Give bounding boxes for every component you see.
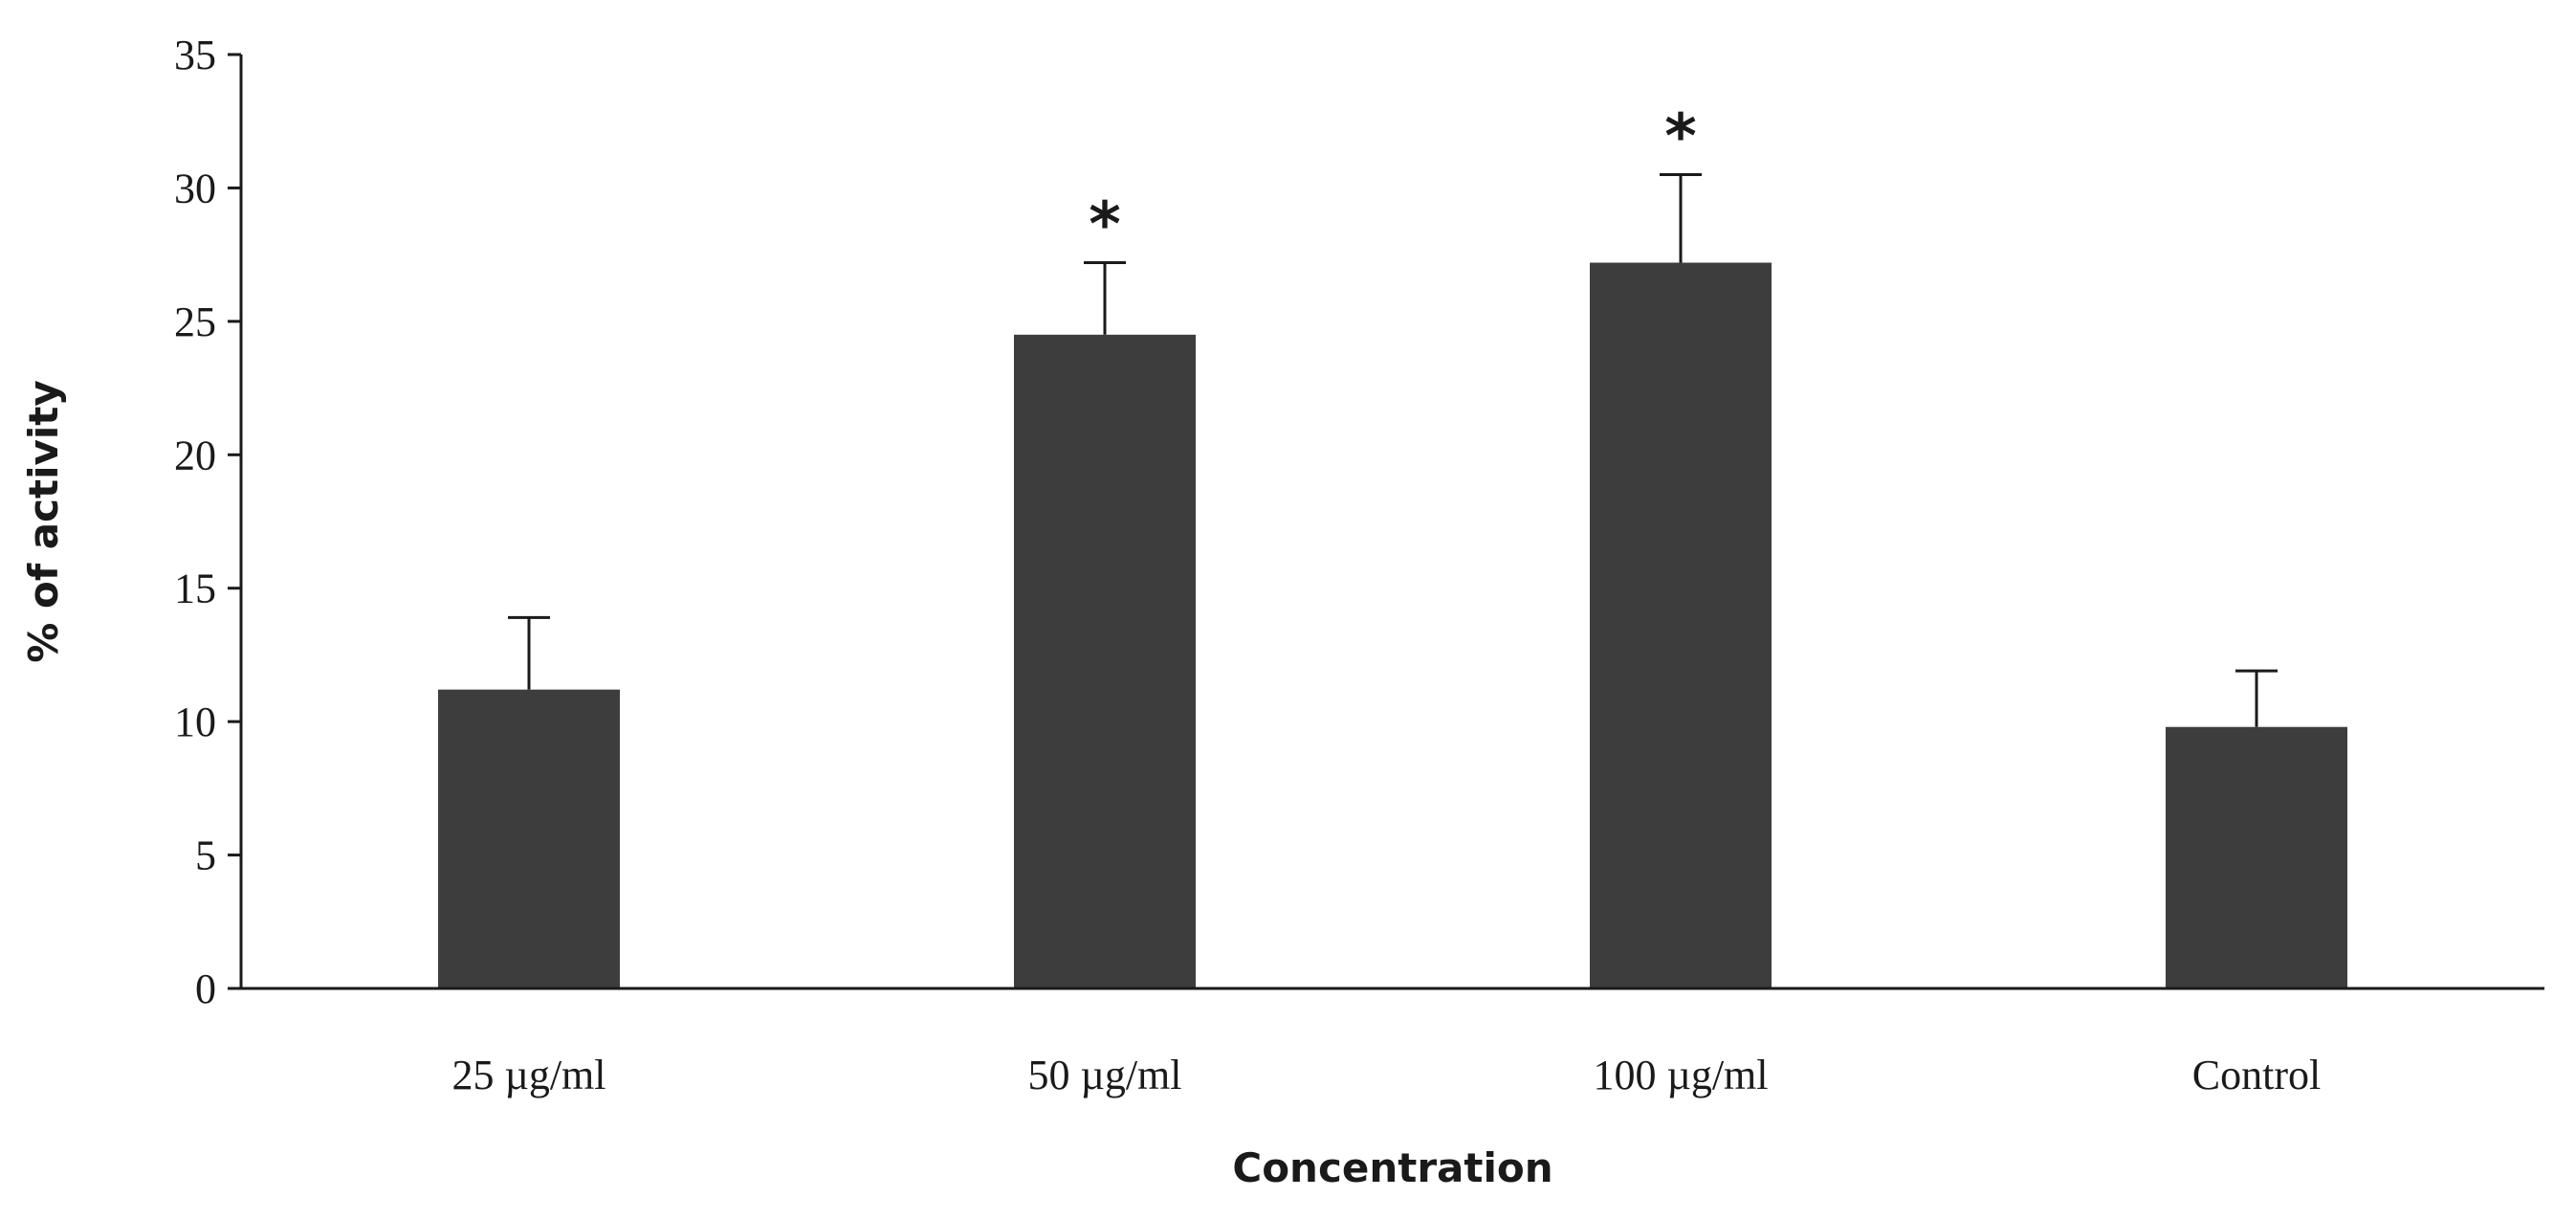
bars-group <box>438 262 2347 989</box>
bar <box>438 689 620 988</box>
x-tick-label: 50 µg/ml <box>1027 1052 1181 1098</box>
x-tick-label: 100 µg/ml <box>1593 1052 1768 1098</box>
y-tick-label: 15 <box>174 566 216 612</box>
significance-marker: * <box>1664 101 1696 172</box>
x-axis-tick-labels: 25 µg/ml 50 µg/ml 100 µg/ml Control <box>451 1052 2321 1098</box>
y-tick-label: 35 <box>174 32 216 78</box>
x-tick-label: Control <box>2192 1052 2321 1098</box>
y-tick-label: 20 <box>174 432 216 478</box>
annotations-group: ** <box>1089 101 1696 260</box>
x-axis-title: Concentration <box>1232 1144 1552 1191</box>
y-tick-label: 25 <box>174 299 216 345</box>
y-axis-title: % of activity <box>20 380 67 662</box>
error-bars-group <box>508 172 2278 727</box>
y-tick-label: 30 <box>174 165 216 211</box>
bar <box>1590 262 1772 989</box>
y-tick-label: 0 <box>195 965 216 1012</box>
y-tick-label: 5 <box>195 832 216 879</box>
bar <box>1014 334 1196 988</box>
x-tick-label: 25 µg/ml <box>451 1052 605 1098</box>
bar <box>2166 726 2347 988</box>
y-tick-label: 10 <box>174 699 216 745</box>
significance-marker: * <box>1089 190 1120 261</box>
y-axis-ticks: 0 5 10 15 20 25 30 35 <box>174 32 241 1012</box>
